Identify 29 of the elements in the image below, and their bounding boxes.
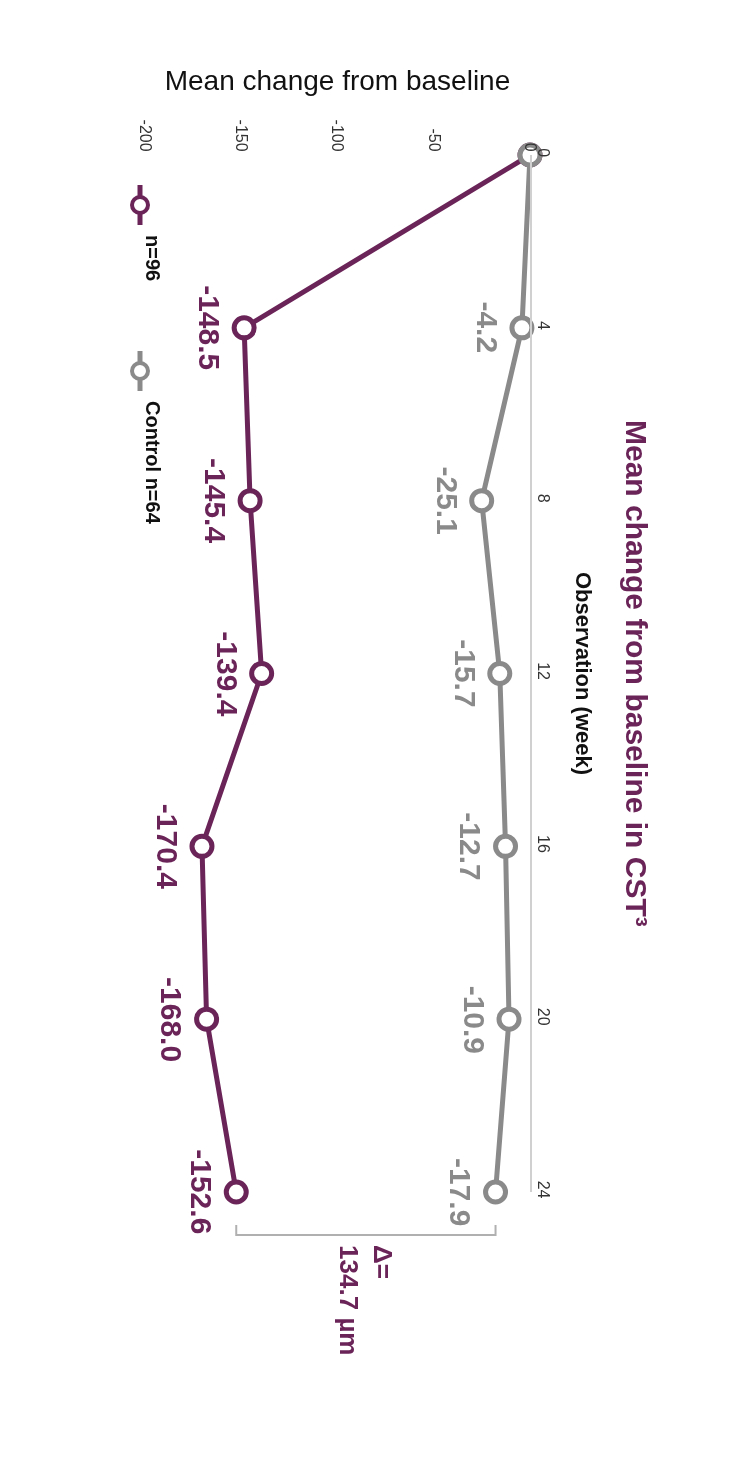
x-tick-label: -50 [425,128,443,152]
data-label: -4.2 [471,301,505,354]
x-tick-label: 0 [521,142,539,152]
y-tick-label: 24 [535,1180,553,1199]
text: Mean change from baseline in CST³ [620,420,653,927]
y-tick-label: 12 [535,662,553,681]
y-tick-label: 16 [535,835,553,853]
data-label: -17.9 [444,1157,478,1227]
x-tick-label: -200 [136,119,154,152]
text: Δ= 134.7 µm [334,1245,398,1356]
data-label: -139.4 [210,631,244,717]
data-label: -10.9 [457,985,491,1055]
legend-label: n=96 [142,235,164,282]
x-axis-title: Mean change from baseline [164,65,511,97]
legend-label: Control n=64 [142,401,164,525]
y-tick-label: 8 [535,493,553,503]
y-tick-label: 20 [535,1007,553,1026]
data-label: -168.0 [155,977,189,1063]
data-label: -170.4 [150,803,184,890]
data-label: -15.7 [448,639,482,708]
data-label: -12.7 [454,812,488,881]
x-tick-label: -150 [233,119,251,152]
y-tick-label: 4 [535,320,553,330]
data-label: -152.6 [184,1149,218,1235]
data-label: -25.1 [430,466,464,535]
y-axis-title: Observation (week) [571,572,596,775]
x-tick-label: -100 [329,119,347,152]
data-label: -148.5 [193,285,227,371]
data-label: -145.4 [199,458,233,544]
